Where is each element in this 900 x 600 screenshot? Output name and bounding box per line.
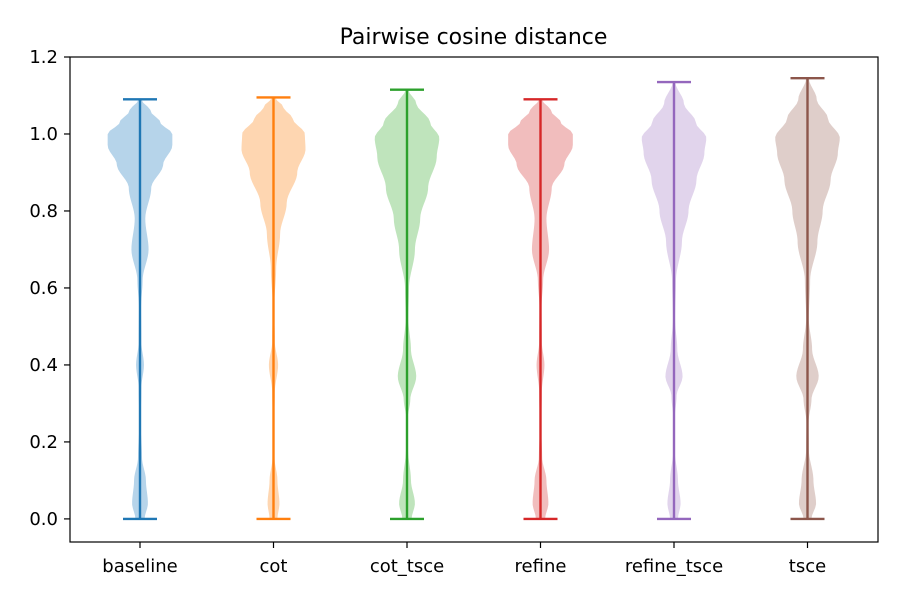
y-tick-label-0.2: 0.2 <box>29 432 58 453</box>
y-tick-label-0.8: 0.8 <box>29 201 58 222</box>
violin-cot_tsce <box>374 88 440 521</box>
violin-cot <box>241 96 306 521</box>
violin-tsce <box>775 76 840 521</box>
violins-layer <box>107 76 840 521</box>
y-tick-label-1.0: 1.0 <box>29 124 58 145</box>
y-tick-label-0.6: 0.6 <box>29 278 58 299</box>
violin-refine <box>508 98 573 521</box>
x-tick-label-tsce: tsce <box>789 556 826 577</box>
y-tick-label-1.2: 1.2 <box>29 47 58 68</box>
x-tick-label-cot_tsce: cot_tsce <box>370 556 444 577</box>
x-tick-label-refine_tsce: refine_tsce <box>625 556 723 577</box>
x-axis: baseline cot cot_tsce refine refine_tsce tsce <box>102 542 826 577</box>
violin-refine_tsce <box>641 80 707 521</box>
plot-frame <box>69 56 879 543</box>
y-axis: 0.0 0.2 0.4 0.6 0.8 1.0 1.2 <box>29 47 70 530</box>
y-tick-label-0.0: 0.0 <box>29 509 58 530</box>
violin-baseline <box>107 98 173 521</box>
x-tick-label-refine: refine <box>515 556 567 577</box>
y-tick-label-0.4: 0.4 <box>29 355 58 376</box>
chart-title: Pairwise cosine distance <box>340 25 608 50</box>
x-tick-label-baseline: baseline <box>102 556 177 577</box>
x-tick-label-cot: cot <box>260 556 288 577</box>
